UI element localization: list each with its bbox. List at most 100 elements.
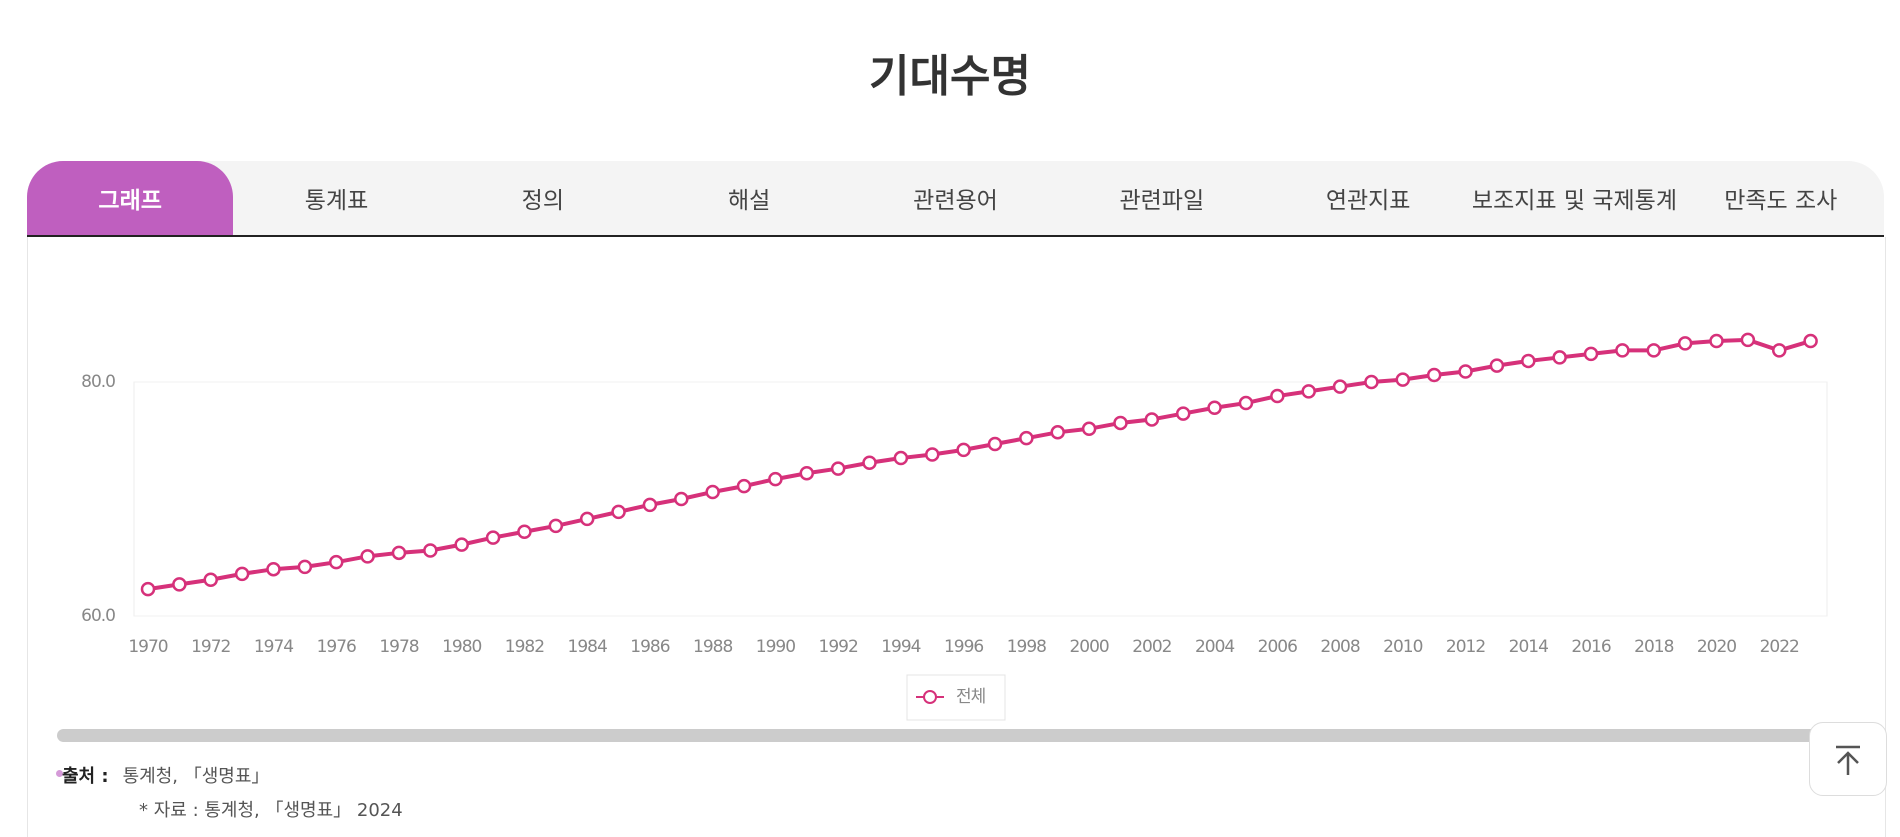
point xyxy=(297,559,313,575)
point xyxy=(203,572,218,587)
point xyxy=(1395,372,1411,387)
x-tick-label: 1980 xyxy=(442,637,481,657)
point xyxy=(1552,350,1567,365)
point xyxy=(1521,353,1536,369)
source-label: 출처 : xyxy=(62,766,109,787)
tab[interactable]: 해설 xyxy=(727,188,771,214)
x-tick-label: 1994 xyxy=(881,637,920,657)
tab[interactable]: 연관지표 xyxy=(1325,188,1411,214)
point xyxy=(234,566,250,582)
x-tick-label: 1978 xyxy=(379,637,418,657)
point xyxy=(1615,343,1630,358)
point xyxy=(1771,343,1787,358)
x-tick-label: 1992 xyxy=(819,637,858,657)
point xyxy=(485,530,501,545)
point xyxy=(1709,333,1724,349)
x-tick-label: 1976 xyxy=(317,637,356,657)
point xyxy=(1740,332,1756,348)
y-tick-label: 80.0 xyxy=(81,372,115,392)
x-tick-label: 2012 xyxy=(1446,637,1485,657)
point xyxy=(328,554,344,570)
page-title: 기대수명 xyxy=(869,51,1031,102)
tab[interactable]: 관련파일 xyxy=(1119,188,1205,214)
point xyxy=(1458,364,1473,379)
point xyxy=(1113,415,1128,431)
x-tick-label: 2002 xyxy=(1132,637,1171,657)
tab[interactable]: 그래프 xyxy=(27,161,234,235)
tab[interactable]: 보조지표 및 국제통계 xyxy=(1471,188,1677,214)
point xyxy=(1646,343,1662,358)
point xyxy=(1081,421,1097,437)
x-tick-label: 1986 xyxy=(630,637,669,657)
point xyxy=(140,581,156,597)
x-tick-label: 2006 xyxy=(1258,637,1297,657)
panel xyxy=(27,237,1886,837)
x-tick-label: 2014 xyxy=(1509,637,1548,657)
point xyxy=(674,491,689,507)
point xyxy=(893,450,909,466)
point xyxy=(1364,374,1379,390)
point xyxy=(705,484,720,500)
arrow-icon xyxy=(1836,745,1860,775)
point xyxy=(1677,336,1693,351)
x-tick-label: 1998 xyxy=(1007,637,1046,657)
x-tick-label: 2008 xyxy=(1320,637,1359,657)
point xyxy=(642,497,658,513)
point xyxy=(579,511,595,527)
legend-label: 전체 xyxy=(956,687,985,707)
x-tick-label: 2022 xyxy=(1760,637,1799,657)
source-note: * 자료 : 통계청, 「생명표」 2024 xyxy=(139,800,403,821)
point xyxy=(1489,358,1505,373)
point xyxy=(1332,379,1348,394)
tab[interactable]: 만족도 조사 xyxy=(1724,188,1838,214)
point xyxy=(1207,400,1222,415)
x-tick-label: 1996 xyxy=(944,637,983,657)
x-tick-label: 1972 xyxy=(191,637,230,657)
x-tick-label: 2010 xyxy=(1383,637,1422,657)
x-tick-label: 1970 xyxy=(128,637,167,657)
scroll-top-button[interactable] xyxy=(1809,722,1887,796)
point xyxy=(1803,333,1818,349)
point xyxy=(830,461,846,476)
point xyxy=(925,447,940,462)
point xyxy=(517,524,532,540)
point xyxy=(956,442,971,458)
bullet xyxy=(56,770,63,777)
point xyxy=(454,537,469,552)
x-tick-label: 2004 xyxy=(1195,637,1234,657)
point xyxy=(266,561,281,577)
tab[interactable]: 관련용어 xyxy=(913,188,998,214)
source: 출처 : 통계청, 「생명표」 xyxy=(62,762,269,788)
x-tick-label: 1990 xyxy=(756,637,795,657)
scrollbar[interactable] xyxy=(57,729,1817,742)
point xyxy=(611,504,626,520)
point xyxy=(548,518,564,534)
source-text: 통계청, 「생명표」 xyxy=(122,766,270,787)
point xyxy=(391,545,407,561)
point xyxy=(1270,388,1285,404)
point xyxy=(172,577,187,592)
x-tick-label: 1982 xyxy=(505,637,544,657)
plot-area xyxy=(133,381,1828,617)
point xyxy=(423,543,438,558)
point xyxy=(736,478,752,494)
y-tick-label: 60.0 xyxy=(81,606,115,626)
tab[interactable]: 정의 xyxy=(521,188,564,214)
point xyxy=(987,436,1003,452)
point xyxy=(1238,395,1254,411)
point xyxy=(1144,412,1160,427)
x-tick-label: 2020 xyxy=(1697,637,1736,657)
x-tick-label: 1984 xyxy=(568,637,607,657)
point xyxy=(799,466,815,481)
point xyxy=(768,471,783,487)
point xyxy=(1583,346,1599,362)
x-tick-label: 2016 xyxy=(1571,637,1610,657)
x-tick-label: 1988 xyxy=(693,637,732,657)
point xyxy=(1019,430,1034,446)
tab[interactable]: 통계표 xyxy=(304,188,369,214)
x-tick-label: 2000 xyxy=(1069,637,1108,657)
point xyxy=(862,455,877,470)
x-tick-label: 1974 xyxy=(254,637,293,657)
